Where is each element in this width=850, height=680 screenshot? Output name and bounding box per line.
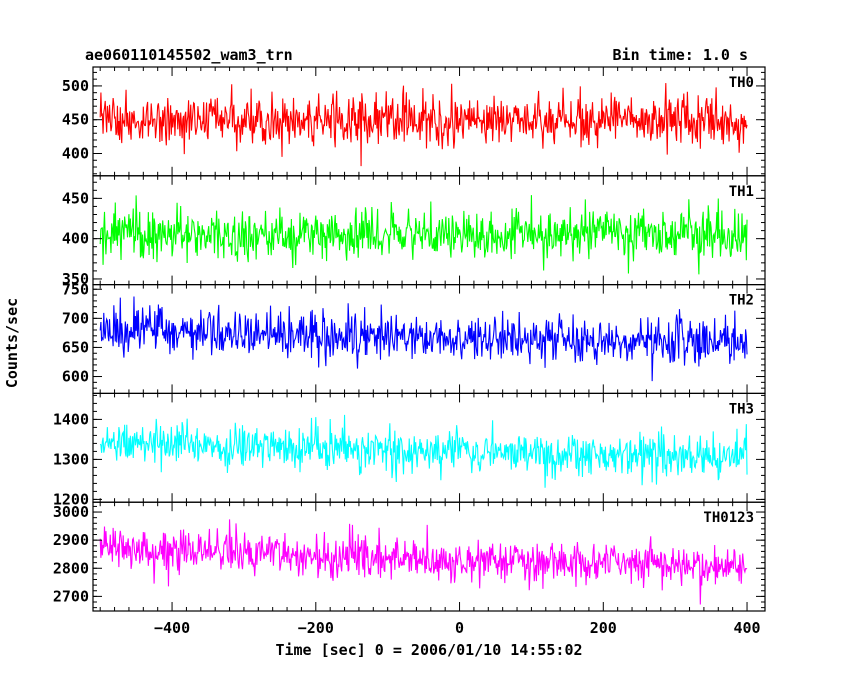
series-line-th1: [99, 195, 748, 275]
y-tick-label: 450: [62, 111, 89, 129]
panel-label-th3: TH3: [729, 401, 754, 417]
x-axis: −400 −200 0 200 400: [154, 619, 761, 637]
y-tick-label: 2800: [53, 559, 89, 577]
x-tick-label: 400: [733, 619, 760, 637]
y-tick-label: 2900: [53, 531, 89, 549]
series-line-th0: [99, 83, 748, 167]
y-tick-label: 400: [62, 230, 89, 248]
x-tick-label: −400: [154, 619, 190, 637]
x-tick-label: 200: [590, 619, 617, 637]
x-axis-title: Time [sec] 0 = 2006/01/10 14:55:02: [275, 641, 582, 659]
y-tick-label: 400: [62, 144, 89, 162]
y-tick-label: 600: [62, 368, 89, 386]
panels-group: 400 450 500 TH0 350 400 450 TH1 600 650 700 750 TH2 1…: [53, 66, 766, 612]
series-line-th2: [99, 296, 748, 382]
y-tick-label: 350: [62, 270, 89, 288]
series-line-th0123: [99, 519, 748, 605]
y-axis-title: Counts/sec: [3, 298, 21, 388]
panel-th1: 350 400 450 TH1: [62, 175, 766, 288]
y-tick-label: 650: [62, 338, 89, 356]
x-tick-label: 0: [455, 619, 464, 637]
y-tick-label: 1400: [53, 410, 89, 428]
panel-label-th2: TH2: [729, 293, 754, 309]
panel-th0123: 2700 2800 2900 3000 TH0123: [53, 501, 766, 612]
y-tick-label: 500: [62, 77, 89, 95]
panel-label-th0123: TH0123: [703, 510, 754, 526]
figure-title: ae060110145502_wam3_trn: [85, 46, 293, 64]
panel-th2: 600 650 700 750 TH2: [62, 280, 766, 395]
bin-time-label: Bin time: 1.0 s: [613, 46, 748, 64]
y-tick-label: 750: [62, 280, 89, 298]
series-line-th3: [99, 414, 748, 488]
y-tick-label: 1300: [53, 450, 89, 468]
y-tick-label: 2700: [53, 587, 89, 605]
y-tick-label: 700: [62, 309, 89, 327]
panel-th3: 1200 1300 1400 TH3: [53, 392, 766, 508]
y-tick-label: 450: [62, 189, 89, 207]
panel-label-th1: TH1: [729, 184, 754, 200]
panel-label-th0: TH0: [729, 75, 754, 91]
y-tick-label: 1200: [53, 490, 89, 508]
y-tick-label: 3000: [53, 503, 89, 521]
x-tick-label: −200: [298, 619, 334, 637]
